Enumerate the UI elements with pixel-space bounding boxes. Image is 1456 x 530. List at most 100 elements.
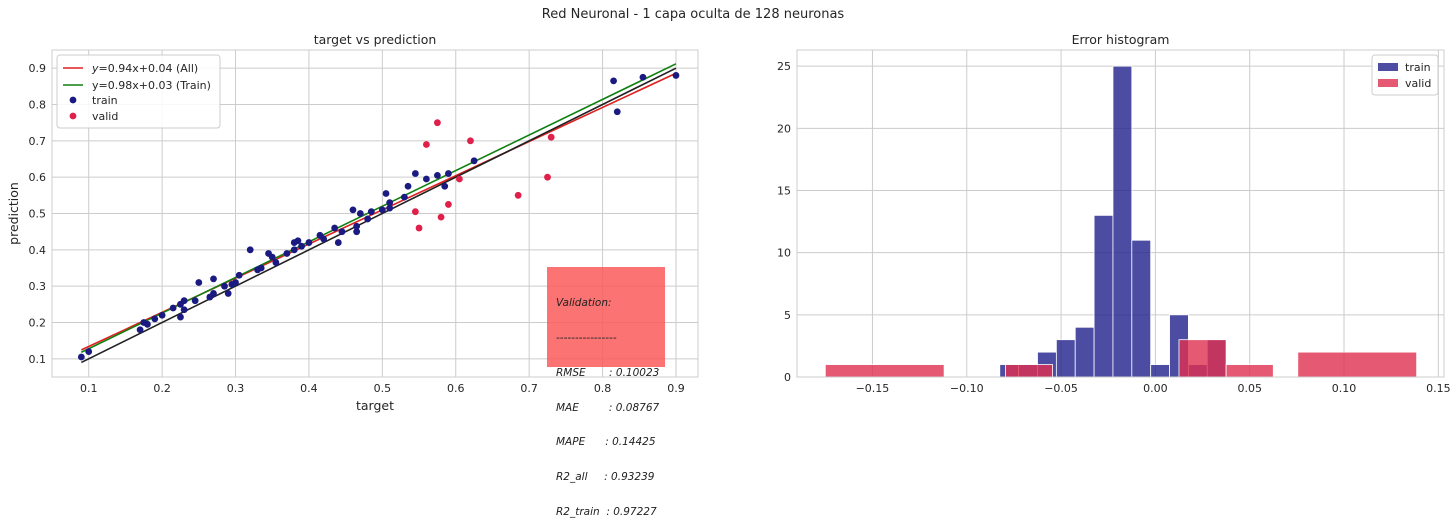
- train-point: [221, 282, 228, 290]
- histogram-y-tick-label: 10: [777, 247, 791, 260]
- scatter-points: [77, 72, 680, 361]
- train-point: [404, 182, 412, 190]
- histogram-x-tick-label: 0.00: [1143, 382, 1168, 395]
- scatter-panel: 0.1 0.2 0.3 0.4 0.5 0.6 0.7 0.8 0.9 0.1 0.2 0.3 0.4 0…: [6, 32, 699, 413]
- valid-point: [422, 141, 430, 148]
- train-point: [224, 290, 232, 297]
- metrics-line: Validation:: [556, 297, 612, 310]
- train-point: [320, 235, 328, 243]
- train-point: [210, 275, 217, 283]
- scatter-x-tick-label: 0.5: [374, 382, 392, 395]
- metrics-line: R2_train : 0.97227: [556, 505, 657, 518]
- histogram-x-tick-label: 0.10: [1332, 382, 1357, 395]
- scatter-y-tick-label: 0.5: [29, 208, 47, 221]
- histogram-y-tick-label: 25: [777, 60, 791, 73]
- train-point: [268, 253, 276, 261]
- train-point: [411, 170, 419, 177]
- histogram-y-tick-label: 20: [777, 122, 791, 135]
- valid-histogram-bar: [1225, 364, 1274, 378]
- metrics-line: MAE : 0.08767: [556, 401, 660, 414]
- histogram-legend: train valid: [1371, 54, 1439, 96]
- train-point: [77, 353, 85, 361]
- train-point: [364, 215, 372, 223]
- legend-series-label: train: [1405, 61, 1431, 74]
- valid-point: [456, 175, 463, 183]
- legend-marker: [69, 96, 77, 104]
- train-point: [151, 315, 159, 323]
- train-point: [433, 171, 441, 179]
- train-point: [353, 228, 361, 236]
- scatter-x-tick-label: 0.4: [300, 382, 318, 395]
- train-point: [367, 208, 375, 216]
- train-point: [386, 199, 394, 207]
- train-point: [180, 306, 188, 314]
- histogram-x-tick-label: 0.15: [1426, 382, 1451, 395]
- scatter-x-tick-label: 0.7: [520, 382, 538, 395]
- train-point: [338, 228, 346, 236]
- scatter-y-tick-label: 0.4: [29, 244, 47, 257]
- histogram-x-tick-label: −0.10: [950, 382, 984, 395]
- legend-line-label: y=0.94x+0.04 (All): [91, 62, 198, 75]
- validation-metrics-box: Validation: ---------------- RMSE : 0.10…: [547, 267, 665, 517]
- scatter-x-tick-label: 0.1: [80, 382, 98, 395]
- train-point: [386, 204, 394, 212]
- train-histogram-bar: [1093, 214, 1114, 378]
- scatter-x-tick-label: 0.2: [153, 382, 171, 395]
- train-point: [445, 170, 452, 177]
- train-point: [232, 279, 239, 286]
- train-point: [334, 239, 342, 246]
- train-point: [613, 108, 621, 116]
- train-point: [144, 320, 151, 328]
- histogram-title: Error histogram: [1072, 32, 1170, 47]
- histogram-y-tick-label: 5: [784, 309, 791, 322]
- scatter-y-tick-label: 0.8: [29, 99, 47, 112]
- valid-point: [437, 213, 445, 221]
- metrics-line: ----------------: [556, 331, 617, 344]
- train-point: [283, 250, 291, 257]
- valid-point: [415, 224, 423, 232]
- train-point: [169, 304, 177, 312]
- train-point: [298, 242, 305, 250]
- valid-point: [467, 137, 474, 145]
- train-point: [195, 279, 203, 286]
- train-point: [356, 210, 364, 217]
- valid-point: [411, 208, 419, 216]
- train-point: [639, 73, 647, 81]
- train-point: [305, 239, 313, 246]
- train-point: [290, 246, 298, 254]
- scatter-x-tick-label: 0.6: [447, 382, 465, 395]
- figure-canvas: Red Neuronal - 1 capa oculta de 128 neur…: [6, 7, 1451, 413]
- scatter-x-tick-label: 0.8: [594, 382, 612, 395]
- train-point: [470, 157, 478, 165]
- legend-marker: [69, 112, 77, 120]
- scatter-x-tick-label: 0.3: [227, 382, 245, 395]
- valid-point: [433, 119, 441, 127]
- train-point: [441, 182, 449, 190]
- legend-series-label: train: [92, 94, 118, 107]
- metrics-line: R2_all : 0.93239: [556, 471, 655, 484]
- metrics-line: RMSE : 0.10023: [556, 366, 660, 379]
- valid-histogram-bar: [1178, 339, 1227, 378]
- train-point: [272, 259, 280, 266]
- valid-point: [547, 133, 555, 141]
- scatter-y-tick-label: 0.7: [29, 135, 47, 148]
- histogram-y-tick-label: 15: [777, 184, 791, 197]
- train-histogram-bar: [1055, 339, 1076, 378]
- valid-histogram-bar: [1297, 351, 1418, 378]
- train-histogram-bar: [1074, 326, 1095, 378]
- histogram-plot-frame: [796, 49, 1445, 378]
- legend-line-label: y=0.98x+0.03 (Train): [92, 79, 211, 92]
- train-point: [158, 311, 166, 319]
- histogram-y-tick-label: 0: [784, 371, 791, 384]
- train-point: [85, 348, 93, 355]
- legend-series-label: valid: [92, 110, 118, 123]
- train-point: [180, 297, 188, 305]
- histogram-x-tick-label: −0.05: [1044, 382, 1078, 395]
- train-point: [177, 313, 184, 321]
- legend-patch: [1378, 63, 1398, 71]
- scatter-x-axis-label: target: [356, 398, 394, 413]
- histogram-panel: −0.15 −0.10 −0.05 0.00 0.05 0.10 0.15 0 5 10 15 20 2…: [777, 32, 1451, 395]
- figure-suptitle: Red Neuronal - 1 capa oculta de 128 neur…: [542, 7, 845, 22]
- train-point: [400, 193, 408, 201]
- train-point: [191, 297, 199, 305]
